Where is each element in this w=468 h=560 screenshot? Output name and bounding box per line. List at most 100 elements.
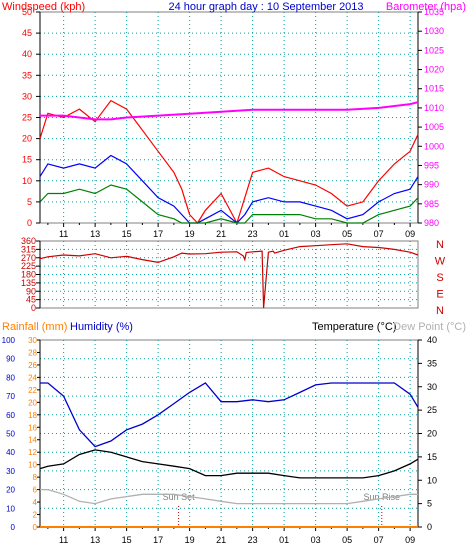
rainfall-tick-label: 28 <box>28 348 37 357</box>
sun-annotation-label: Sun Set <box>163 492 196 502</box>
temperature-tick-label: 40 <box>427 335 437 345</box>
windspeed-line <box>39 99 419 225</box>
climate-grid <box>40 340 418 527</box>
barometer-tick-label: 1020 <box>424 65 444 75</box>
rainfall-tick-label: 30 <box>28 336 37 345</box>
rainfall-tick-label: 26 <box>28 361 37 370</box>
chart-title: 24 hour graph day : 10 September 2013 <box>168 1 363 13</box>
x-tick-label: 03 <box>311 535 321 545</box>
x-tick-label: 23 <box>248 535 258 545</box>
x-tick-label: 01 <box>279 535 289 545</box>
compass-label: S <box>436 272 443 284</box>
windspeed-tick-label: 40 <box>22 49 32 59</box>
temperature-axis-label: Temperature (°C) <box>312 321 396 333</box>
rainfall-tick-label: 6 <box>33 486 38 495</box>
x-tick-label: 23 <box>248 229 258 239</box>
temperature-tick-label: 30 <box>427 382 437 392</box>
barometer-tick-label: 1015 <box>424 84 444 94</box>
wind-low-line <box>39 184 419 224</box>
humidity-axis-label: Humidity (%) <box>70 321 133 333</box>
x-tick-label: 07 <box>374 229 384 239</box>
humidity-tick-label: 10 <box>6 504 15 513</box>
wind-series <box>39 99 419 225</box>
temperature-tick-label: 25 <box>427 405 437 415</box>
direction-tick-label: 45 <box>26 295 36 305</box>
compass-label: N <box>436 305 444 317</box>
direction-grid <box>40 241 418 308</box>
wind-average-line <box>39 154 419 224</box>
windspeed-axis-label: Windspeed (kph) <box>2 1 85 13</box>
rainfall-tick-label: 18 <box>28 411 37 420</box>
barometer-tick-label: 1025 <box>424 45 444 55</box>
barometer-tick-label: 1030 <box>424 26 444 36</box>
x-tick-label: 17 <box>153 535 163 545</box>
x-tick-label: 11 <box>59 535 68 545</box>
rainfall-tick-label: 16 <box>28 423 37 432</box>
x-tick-label: 21 <box>216 535 226 545</box>
rainfall-tick-label: 8 <box>33 473 38 482</box>
windspeed-tick-label: 35 <box>22 70 32 80</box>
x-tick-label: 21 <box>216 229 226 239</box>
barometer-line <box>40 101 419 121</box>
humidity-tick-label: 60 <box>6 411 15 420</box>
wind-grid <box>40 12 418 223</box>
sun-annotations: Sun Set Sun Rise <box>163 492 400 527</box>
barometer-tick-label: 985 <box>424 199 439 209</box>
climate-x-ticks: 11 13 15 17 19 21 23 01 03 05 07 09 <box>47 527 415 545</box>
x-tick-label: 19 <box>185 535 195 545</box>
humidity-tick-label: 90 <box>6 355 15 364</box>
rainfall-tick-label: 4 <box>33 498 38 507</box>
humidity-tick-label: 100 <box>2 336 16 345</box>
x-tick-label: 09 <box>405 535 415 545</box>
x-tick-label: 17 <box>153 229 163 239</box>
direction-tick-label: 90 <box>26 286 36 296</box>
barometer-tick-label: 980 <box>424 218 439 228</box>
windspeed-tick-label: 50 <box>22 7 32 17</box>
humidity-tick-label: 20 <box>6 486 15 495</box>
humidity-tick-label: 0 <box>11 523 16 532</box>
compass-label: N <box>436 239 444 251</box>
rainfall-tick-label: 12 <box>28 448 37 457</box>
barometer-axis-label: Barometer (hpa) <box>386 1 466 13</box>
x-tick-label: 09 <box>405 229 415 239</box>
barometer-tick-label: 995 <box>424 160 439 170</box>
barometer-y-ticks: 980 985 990 995 1000 1005 1010 1015 1020 1025 1030… <box>417 7 444 228</box>
climate-series <box>39 382 419 528</box>
windspeed-tick-label: 30 <box>22 91 32 101</box>
x-tick-label: 03 <box>311 229 321 239</box>
windspeed-y-ticks: 0 5 10 15 20 25 30 35 40 45 50 <box>22 7 41 228</box>
rainfall-tick-label: 20 <box>28 398 37 407</box>
rainfall-tick-label: 10 <box>28 461 37 470</box>
windspeed-tick-label: 15 <box>22 155 32 165</box>
temperature-tick-label: 15 <box>427 452 437 462</box>
dew-point-axis-label: Dew Point (°C) <box>393 321 466 333</box>
temperature-tick-label: 35 <box>427 358 437 368</box>
x-tick-label: 13 <box>90 535 100 545</box>
windspeed-tick-label: 45 <box>22 28 32 38</box>
humidity-tick-label: 40 <box>6 448 15 457</box>
humidity-line <box>40 382 419 448</box>
direction-tick-label: 0 <box>31 303 36 313</box>
humidity-y-ticks: 0 10 20 30 40 50 60 70 80 90 100 <box>2 336 16 532</box>
windspeed-tick-label: 25 <box>22 113 32 123</box>
rainfall-tick-label: 24 <box>28 373 37 382</box>
x-tick-label: 15 <box>122 229 132 239</box>
barometer-tick-label: 1000 <box>424 141 444 151</box>
rainfall-tick-label: 0 <box>33 523 38 532</box>
rainfall-axis-label: Rainfall (mm) <box>2 321 67 333</box>
direction-tick-label: 135 <box>21 278 36 288</box>
compass-label: W <box>435 256 446 268</box>
temperature-line <box>39 449 419 479</box>
x-tick-label: 01 <box>279 229 289 239</box>
temperature-tick-label: 0 <box>427 522 432 532</box>
temperature-y-ticks: 0 5 10 15 20 25 30 35 40 <box>417 335 437 532</box>
x-tick-label: 11 <box>59 229 68 239</box>
x-tick-label: 15 <box>122 535 132 545</box>
rainfall-tick-label: 2 <box>33 511 38 520</box>
barometer-tick-label: 1010 <box>424 103 444 113</box>
x-tick-label: 07 <box>374 535 384 545</box>
direction-tick-label: 270 <box>21 253 36 263</box>
